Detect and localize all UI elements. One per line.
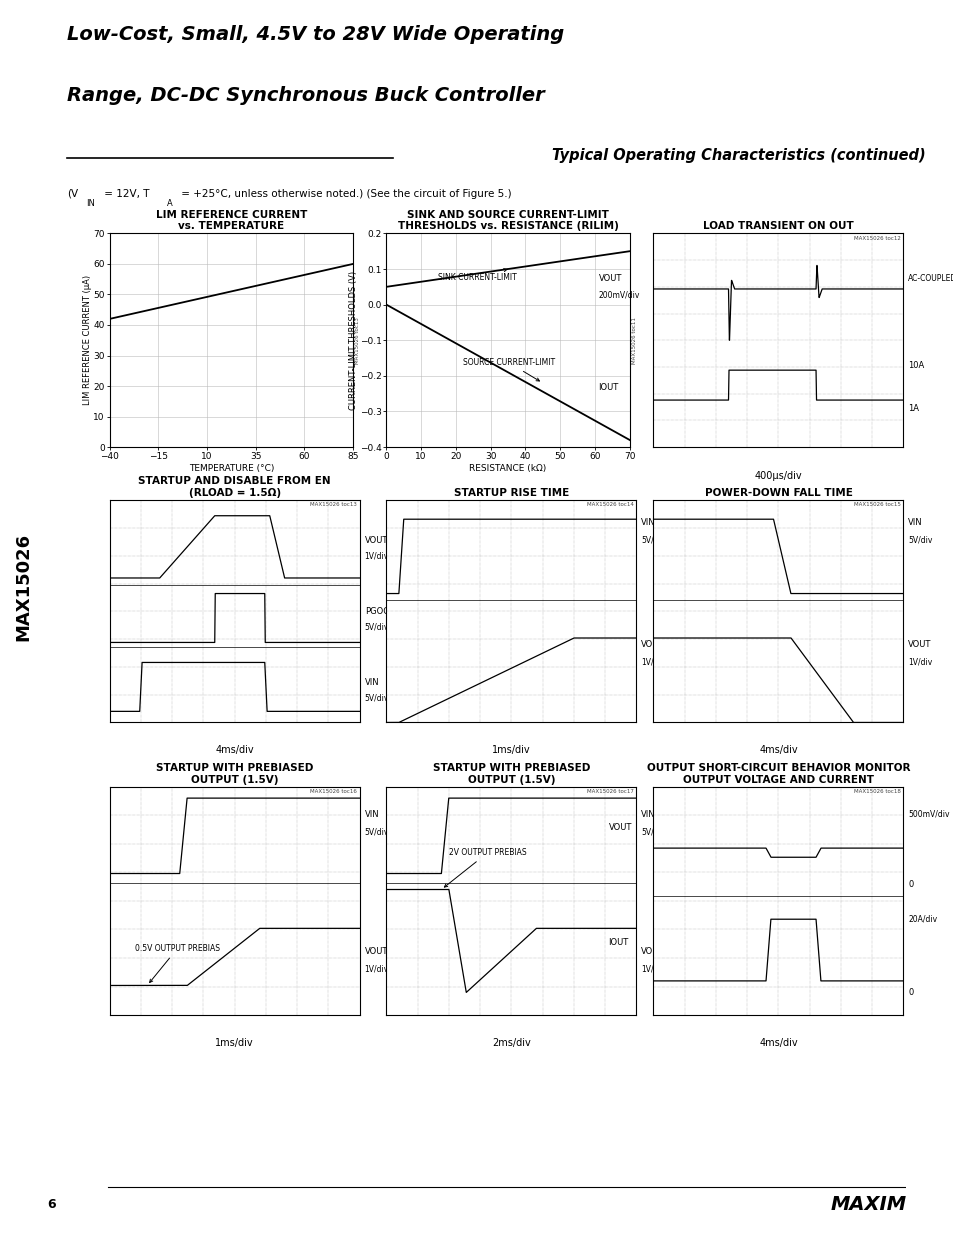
Text: 2V OUTPUT PREBIAS: 2V OUTPUT PREBIAS: [444, 848, 526, 887]
Text: 400μs/div: 400μs/div: [754, 471, 801, 480]
Text: 1V/div: 1V/div: [640, 658, 665, 667]
Text: VOUT: VOUT: [364, 947, 388, 956]
Title: STARTUP WITH PREBIASED
OUTPUT (1.5V): STARTUP WITH PREBIASED OUTPUT (1.5V): [156, 763, 313, 784]
Title: POWER-DOWN FALL TIME: POWER-DOWN FALL TIME: [703, 488, 852, 498]
Text: SINK CURRENT-LIMIT: SINK CURRENT-LIMIT: [438, 269, 517, 282]
Text: = 12V, T: = 12V, T: [101, 189, 150, 199]
Text: 1ms/div: 1ms/div: [492, 745, 530, 755]
Text: 500mV/div: 500mV/div: [907, 810, 949, 819]
Text: Typical Operating Characteristics (continued): Typical Operating Characteristics (conti…: [551, 148, 924, 163]
Text: 5V/div: 5V/div: [364, 622, 389, 631]
Text: MAX15026 toc15: MAX15026 toc15: [853, 503, 900, 508]
Text: MAX15026: MAX15026: [14, 532, 31, 641]
Text: MAX15026 toc11: MAX15026 toc11: [632, 317, 637, 363]
Text: MAX15026 toc14: MAX15026 toc14: [586, 503, 633, 508]
Text: PGOOD: PGOOD: [364, 606, 395, 616]
Text: 1V/div: 1V/div: [364, 965, 389, 974]
Text: Range, DC-DC Synchronous Buck Controller: Range, DC-DC Synchronous Buck Controller: [67, 85, 544, 105]
Text: IOUT: IOUT: [598, 383, 618, 391]
Text: VIN: VIN: [364, 678, 379, 687]
Text: 4ms/div: 4ms/div: [759, 745, 797, 755]
Y-axis label: CURRENT-LIMIT THRESHOLDS (V): CURRENT-LIMIT THRESHOLDS (V): [349, 270, 358, 410]
Text: VOUT: VOUT: [640, 947, 664, 956]
Text: 1V/div: 1V/div: [364, 551, 389, 561]
Text: (V: (V: [67, 189, 78, 199]
Text: VOUT: VOUT: [598, 274, 621, 283]
Text: 0.5V OUTPUT PREBIAS: 0.5V OUTPUT PREBIAS: [134, 945, 219, 983]
Text: 200mV/div: 200mV/div: [598, 291, 639, 300]
X-axis label: TEMPERATURE (°C): TEMPERATURE (°C): [189, 463, 274, 473]
Text: MAX15026 toc12: MAX15026 toc12: [853, 236, 900, 241]
Title: STARTUP RISE TIME: STARTUP RISE TIME: [454, 488, 568, 498]
Text: MAX15026 toc18: MAX15026 toc18: [853, 789, 900, 794]
Text: VIN: VIN: [640, 517, 656, 527]
Text: Low-Cost, Small, 4.5V to 28V Wide Operating: Low-Cost, Small, 4.5V to 28V Wide Operat…: [67, 25, 563, 43]
Title: LOAD TRANSIENT ON OUT: LOAD TRANSIENT ON OUT: [702, 221, 853, 231]
Text: 4ms/div: 4ms/div: [759, 1037, 797, 1049]
Text: VIN: VIN: [640, 810, 656, 819]
Text: 5V/div: 5V/div: [364, 694, 389, 703]
Text: MAX15026 toc17: MAX15026 toc17: [586, 789, 633, 794]
Text: 5V/div: 5V/div: [907, 536, 932, 545]
Text: VIN: VIN: [907, 517, 923, 527]
Text: VOUT: VOUT: [640, 640, 664, 650]
Text: MAX15026 toc13: MAX15026 toc13: [355, 317, 360, 363]
Title: SINK AND SOURCE CURRENT-LIMIT
THRESHOLDS vs. RESISTANCE (RILIM): SINK AND SOURCE CURRENT-LIMIT THRESHOLDS…: [397, 210, 618, 231]
Text: 1ms/div: 1ms/div: [215, 1037, 253, 1049]
Text: 4ms/div: 4ms/div: [215, 745, 253, 755]
Text: A: A: [167, 199, 172, 207]
Text: 1V/div: 1V/div: [640, 965, 665, 974]
Text: 5V/div: 5V/div: [640, 827, 665, 837]
Title: OUTPUT SHORT-CIRCUIT BEHAVIOR MONITOR
OUTPUT VOLTAGE AND CURRENT: OUTPUT SHORT-CIRCUIT BEHAVIOR MONITOR OU…: [646, 763, 909, 784]
Text: SOURCE CURRENT-LIMIT: SOURCE CURRENT-LIMIT: [462, 358, 555, 380]
Text: 20A/div: 20A/div: [907, 915, 937, 924]
Text: 10A: 10A: [907, 362, 923, 370]
Text: 6: 6: [48, 1198, 56, 1212]
Text: 2ms/div: 2ms/div: [492, 1037, 530, 1049]
X-axis label: RESISTANCE (kΩ): RESISTANCE (kΩ): [469, 463, 546, 473]
Text: VOUT: VOUT: [364, 536, 388, 545]
Text: AC-COUPLED: AC-COUPLED: [907, 274, 953, 283]
Text: MAX15026 toc13: MAX15026 toc13: [310, 503, 356, 508]
Text: IN: IN: [86, 199, 94, 207]
Text: 5V/div: 5V/div: [640, 536, 665, 545]
Y-axis label: LIM REFERENCE CURRENT (μA): LIM REFERENCE CURRENT (μA): [83, 275, 91, 405]
Text: = +25°C, unless otherwise noted.) (See the circuit of Figure 5.): = +25°C, unless otherwise noted.) (See t…: [178, 189, 512, 199]
Text: VOUT: VOUT: [608, 824, 631, 832]
Text: IOUT: IOUT: [608, 937, 628, 946]
Text: 1A: 1A: [907, 404, 919, 414]
Text: 0: 0: [907, 988, 913, 997]
Text: VIN: VIN: [364, 810, 379, 819]
Text: 1V/div: 1V/div: [907, 658, 932, 667]
Text: 0: 0: [907, 881, 913, 889]
Title: STARTUP WITH PREBIASED
OUTPUT (1.5V): STARTUP WITH PREBIASED OUTPUT (1.5V): [433, 763, 589, 784]
Title: LIM REFERENCE CURRENT
vs. TEMPERATURE: LIM REFERENCE CURRENT vs. TEMPERATURE: [155, 210, 307, 231]
Title: STARTUP AND DISABLE FROM EN
(RLOAD = 1.5Ω): STARTUP AND DISABLE FROM EN (RLOAD = 1.5…: [138, 477, 331, 498]
Text: MAXIM: MAXIM: [829, 1195, 905, 1214]
Text: VOUT: VOUT: [907, 640, 931, 650]
Text: 5V/div: 5V/div: [364, 827, 389, 837]
Text: MAX15026 toc16: MAX15026 toc16: [310, 789, 356, 794]
